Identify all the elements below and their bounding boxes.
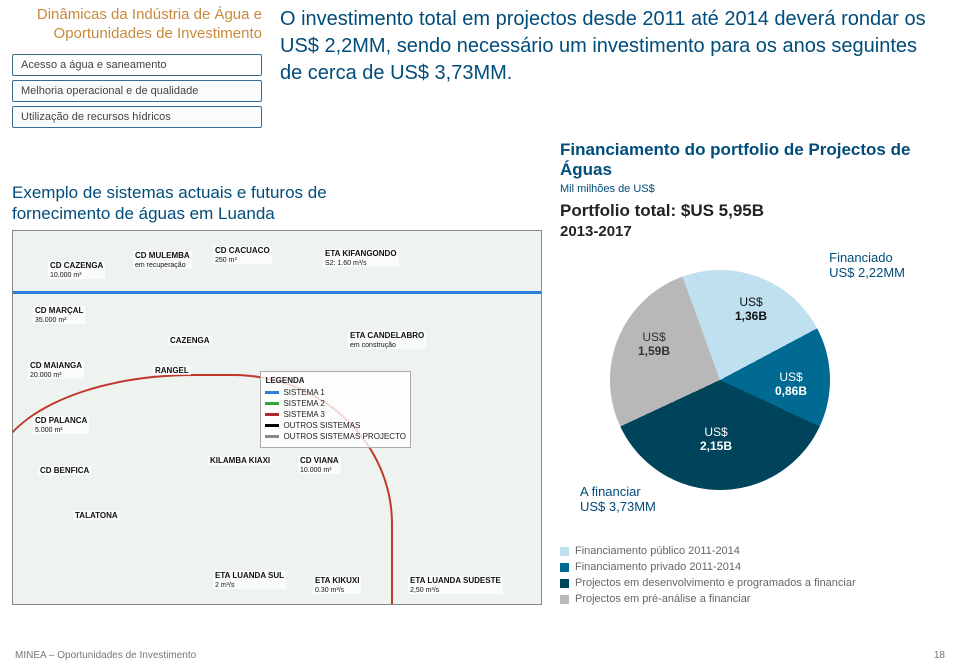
financed-label: Financiado (829, 250, 893, 265)
legend-label: Financiamento privado 2011-2014 (575, 561, 741, 573)
legend-label: Projectos em desenvolvimento e programad… (575, 577, 856, 589)
map-city-label: TALATONA (73, 511, 120, 520)
map-legend-swatch (265, 424, 279, 427)
page-number: 18 (934, 650, 945, 661)
to-finance-label: A financiar (580, 484, 641, 499)
sidebar-item[interactable]: Acesso a água e saneamento (12, 54, 262, 76)
legend-swatch (560, 579, 569, 588)
map-legend-swatch (265, 435, 279, 438)
legend-label: Projectos em pré-análise a financiar (575, 593, 750, 605)
map-legend-label: SISTEMA 2 (283, 399, 324, 408)
portfolio-subtitle: Mil milhões de US$ (560, 183, 930, 195)
map-legend-item: OUTROS SISTEMAS PROJECTO (265, 432, 406, 441)
legend-swatch (560, 595, 569, 604)
map-city-label: CD MAIANGA20.000 m³ (28, 361, 84, 379)
slice-label-1: US$ 1,36B (735, 295, 767, 324)
financed-callout: Financiado US$ 2,22MM (829, 250, 905, 281)
main-area: O investimento total em projectos desde … (280, 6, 930, 101)
legend-swatch (560, 563, 569, 572)
portfolio-total-label: Portfolio total: $US 5,95B (560, 201, 764, 220)
map-legend-label: SISTEMA 1 (283, 388, 324, 397)
portfolio-title: Financiamento do portfolio de Projectos … (560, 140, 930, 181)
legend-label: Financiamento público 2011-2014 (575, 545, 740, 557)
map-legend-item: OUTROS SISTEMAS (265, 421, 406, 430)
sidebar-title: Dinâmicas da Indústria de Água e Oportun… (12, 6, 262, 44)
portfolio-block: Financiamento do portfolio de Projectos … (560, 140, 930, 510)
map-legend-swatch (265, 391, 279, 394)
map-river (13, 291, 541, 294)
footer-text: MINEA – Oportunidades de Investimento (15, 650, 196, 661)
sidebar-item[interactable]: Melhoria operacional e de qualidade (12, 80, 262, 102)
map-city-label: CD VIANA10.000 m³ (298, 456, 341, 474)
map-city-label: ETA LUANDA SUDESTE2,50 m³/s (408, 576, 503, 594)
map-legend-label: OUTROS SISTEMAS (283, 421, 360, 430)
map-legend-label: OUTROS SISTEMAS PROJECTO (283, 432, 406, 441)
map-figure: CD CAZENGA10.000 m³ CD MULEMBAem recupera… (12, 230, 542, 605)
map-legend-swatch (265, 413, 279, 416)
map-city-label: RANGEL (153, 366, 191, 375)
map-city-label: KILAMBA KIAXI (208, 456, 272, 465)
map-city-label: ETA KIKUXI0.30 m³/s (313, 576, 361, 594)
page-headline: O investimento total em projectos desde … (280, 6, 930, 87)
pie-chart: Financiado US$ 2,22MM A financiar US$ 3,… (590, 250, 850, 510)
portfolio-total: Portfolio total: $US 5,95B (560, 201, 930, 221)
portfolio-period: 2013-2017 (560, 223, 930, 240)
map-city-label: CD CAZENGA10.000 m³ (48, 261, 105, 279)
legend-swatch (560, 547, 569, 556)
map-city-label: CD PALANCA5.000 m² (33, 416, 89, 434)
sidebar-item[interactable]: Utilização de recursos hídricos (12, 106, 262, 128)
sidebar: Dinâmicas da Indústria de Água e Oportun… (12, 6, 262, 132)
slice-label-4: US$ 1,59B (638, 330, 670, 359)
legend-item: Projectos em pré-análise a financiar (560, 593, 940, 605)
chart-legend: Financiamento público 2011-2014 Financiam… (560, 545, 940, 609)
map-legend-title: LEGENDA (265, 376, 406, 385)
legend-item: Financiamento público 2011-2014 (560, 545, 940, 557)
to-finance-value: US$ 3,73MM (580, 499, 656, 514)
map-city-label: ETA CANDELABROem construção (348, 331, 426, 349)
map-legend: LEGENDA SISTEMA 1 SISTEMA 2 SISTEMA 3 OUTRO… (260, 371, 411, 448)
map-city-label: ETA KIFANGONDOS2: 1.60 m³/s (323, 249, 399, 267)
map-legend-item: SISTEMA 2 (265, 399, 406, 408)
example-caption: Exemplo de sistemas actuais e futuros de… (12, 182, 392, 225)
slice-label-3: US$ 2,15B (700, 425, 732, 454)
map-city-label: CD BENFICA (38, 466, 91, 475)
legend-item: Projectos em desenvolvimento e programad… (560, 577, 940, 589)
map-city-label: CAZENGA (168, 336, 212, 345)
map-city-label: ETA LUANDA SUL2 m³/s (213, 571, 286, 589)
legend-item: Financiamento privado 2011-2014 (560, 561, 940, 573)
map-legend-swatch (265, 402, 279, 405)
to-finance-callout: A financiar US$ 3,73MM (580, 484, 656, 515)
map-legend-item: SISTEMA 1 (265, 388, 406, 397)
map-city-label: CD MULEMBAem recuperação (133, 251, 192, 269)
map-city-label: CD CACUACO250 m³ (213, 246, 272, 264)
map-city-label: CD MARÇAL35.000 m² (33, 306, 85, 324)
map-legend-item: SISTEMA 3 (265, 410, 406, 419)
map-legend-label: SISTEMA 3 (283, 410, 324, 419)
financed-value: US$ 2,22MM (829, 265, 905, 280)
slice-label-2: US$ 0,86B (775, 370, 807, 399)
